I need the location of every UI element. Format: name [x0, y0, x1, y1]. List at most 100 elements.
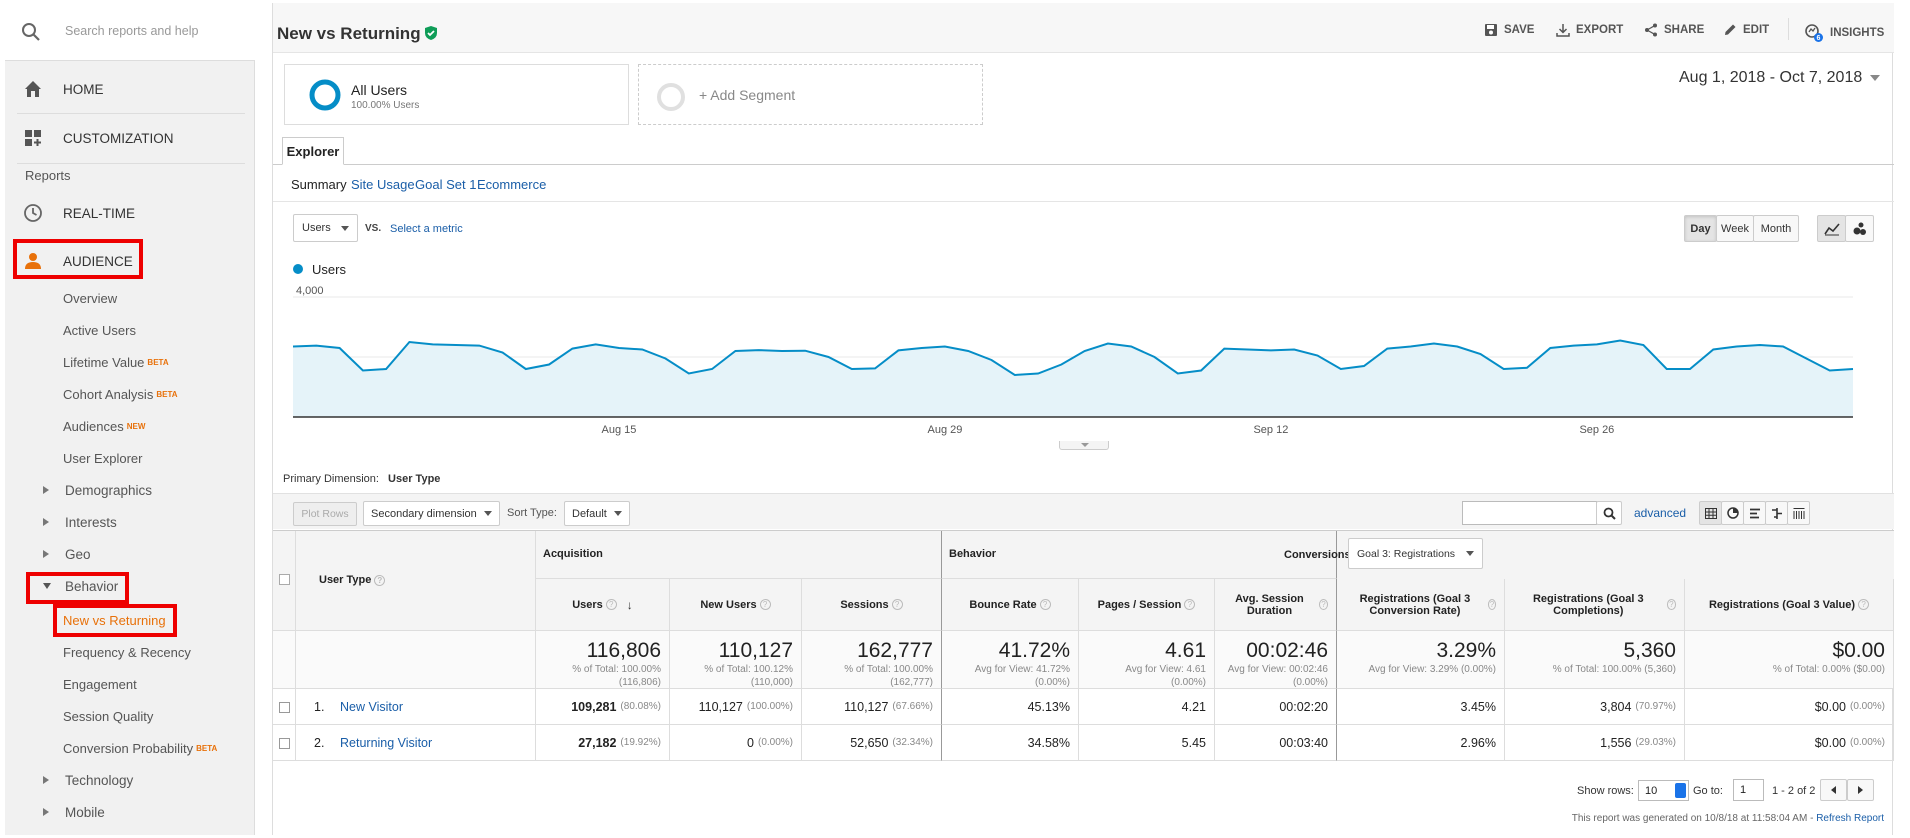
edit-button[interactable]: EDIT	[1724, 23, 1769, 36]
select-metric-link[interactable]: Select a metric	[390, 223, 463, 235]
nav-geo[interactable]: Geo	[43, 540, 91, 568]
dashboard-icon	[25, 130, 41, 146]
cell-value: $0.00	[1814, 699, 1846, 714]
goal-select[interactable]: Goal 3: Registrations	[1348, 538, 1483, 569]
nav-user-explorer[interactable]: User Explorer	[63, 444, 142, 472]
prev-page-button[interactable]	[1820, 779, 1847, 801]
help-icon[interactable]: ?	[1858, 599, 1870, 610]
row-user-type-link[interactable]: Returning Visitor	[340, 735, 433, 750]
nav-mobile[interactable]: Mobile	[43, 798, 105, 826]
help-icon[interactable]: ?	[891, 599, 903, 610]
totals-value: 4.61	[1165, 639, 1206, 662]
chart-resize-handle[interactable]	[1059, 441, 1109, 450]
view-pie-button[interactable]	[1721, 501, 1744, 525]
column-header[interactable]: Registrations (Goal 3 Completions)?	[1505, 579, 1685, 631]
series-line-users[interactable]	[292, 339, 1854, 377]
nav-overview[interactable]: Overview	[63, 284, 117, 312]
tab-explorer[interactable]: Explorer	[282, 137, 344, 165]
help-icon[interactable]: ?	[1487, 599, 1496, 610]
view-pivot-button[interactable]	[1787, 501, 1810, 525]
date-range-picker[interactable]: Aug 1, 2018 - Oct 7, 2018	[1679, 69, 1881, 87]
table-search-button[interactable]	[1596, 501, 1622, 525]
nav-session-quality[interactable]: Session Quality	[63, 702, 153, 730]
view-performance-button[interactable]	[1743, 501, 1766, 525]
column-header[interactable]: Users? ↓	[536, 579, 670, 631]
subtab-site-usage[interactable]: Site Usage	[351, 177, 415, 192]
secondary-dimension-select[interactable]: Secondary dimension	[363, 501, 500, 526]
sort-type-select[interactable]: Default	[564, 501, 630, 526]
row-user-type-link[interactable]: New Visitor	[340, 699, 403, 714]
nav-behavior-label: Behavior	[65, 578, 119, 594]
nav-home[interactable]: HOME	[5, 67, 255, 111]
column-header[interactable]: Registrations (Goal 3 Conversion Rate)?	[1337, 579, 1505, 631]
subtab-ecommerce[interactable]: Ecommerce	[477, 177, 547, 192]
line-chart-button[interactable]	[1817, 215, 1846, 242]
column-header[interactable]: Bounce Rate?	[942, 579, 1079, 631]
nav-realtime[interactable]: REAL-TIME	[5, 191, 255, 235]
help-icon[interactable]: ?	[374, 574, 386, 586]
refresh-report-link[interactable]: Refresh Report	[1816, 813, 1884, 824]
nav-demographics[interactable]: Demographics	[43, 476, 152, 504]
totals-cell: 162,777 % of Total: 100.00% (162,777)	[802, 631, 942, 689]
search-bar[interactable]: Search reports and help	[5, 3, 255, 61]
segment-all-users[interactable]: All Users 100.00% Users	[284, 64, 629, 125]
help-icon[interactable]: ?	[605, 599, 617, 610]
insights-button[interactable]: 6 INSIGHTS	[1804, 23, 1884, 43]
nav-technology[interactable]: Technology	[43, 766, 133, 794]
period-week-button[interactable]: Week	[1716, 215, 1754, 242]
help-icon[interactable]: ?	[1666, 599, 1676, 610]
nav-lifetime-value[interactable]: Lifetime Value BETA	[63, 348, 169, 376]
next-page-button[interactable]	[1847, 779, 1874, 801]
nav-new-vs-returning[interactable]: New vs Returning	[63, 606, 166, 634]
nav-cohort-analysis[interactable]: Cohort Analysis BETA	[63, 380, 178, 408]
cell-value: 1,556	[1600, 735, 1632, 750]
add-segment-button[interactable]: + Add Segment	[638, 64, 983, 125]
nav-audiences[interactable]: Audiences NEW	[63, 412, 145, 440]
metric-select[interactable]: Users	[293, 214, 358, 242]
period-day-button[interactable]: Day	[1684, 215, 1717, 242]
column-header[interactable]: New Users?	[670, 579, 802, 631]
show-rows-select[interactable]: 10	[1638, 780, 1689, 801]
view-comparison-button[interactable]	[1765, 501, 1788, 525]
row-checkbox[interactable]	[279, 702, 290, 713]
save-button[interactable]: SAVE	[1484, 23, 1534, 37]
column-header[interactable]: Registrations (Goal 3 Value)?	[1685, 579, 1894, 631]
nav-frequency-recency[interactable]: Frequency & Recency	[63, 638, 191, 666]
nav-engagement[interactable]: Engagement	[63, 670, 137, 698]
nav-customization[interactable]: CUSTOMIZATION	[5, 116, 255, 160]
nav-audience[interactable]: AUDIENCE	[5, 239, 255, 283]
nav-active-users[interactable]: Active Users	[63, 316, 136, 344]
period-month-button[interactable]: Month	[1753, 215, 1799, 242]
help-icon[interactable]: ?	[1318, 599, 1328, 610]
totals-cell: 110,127 % of Total: 100.12% (110,000)	[670, 631, 802, 689]
nav-interests[interactable]: Interests	[43, 508, 117, 536]
view-table-button[interactable]	[1699, 501, 1722, 525]
goto-input[interactable]: 1	[1733, 779, 1764, 801]
nav-behavior[interactable]: Behavior	[43, 572, 118, 600]
verified-shield-icon	[425, 26, 437, 40]
column-header[interactable]: Avg. Session Duration?	[1215, 579, 1337, 631]
subtab-summary[interactable]: Summary	[291, 177, 347, 192]
chevron-right-icon	[1858, 786, 1863, 794]
export-button[interactable]: EXPORT	[1556, 23, 1623, 37]
sort-desc-arrow-icon[interactable]: ↓	[626, 597, 633, 612]
nav-conversion-probability[interactable]: Conversion Probability BETA	[63, 734, 217, 762]
plot-rows-button[interactable]: Plot Rows	[293, 502, 357, 526]
row-checkbox[interactable]	[279, 738, 290, 749]
advanced-link[interactable]: advanced	[1634, 506, 1687, 520]
select-all-checkbox[interactable]	[279, 574, 290, 585]
column-header-label: Pages / Session	[1097, 598, 1182, 611]
help-icon[interactable]: ?	[1039, 599, 1051, 610]
column-header[interactable]: Sessions?	[802, 579, 942, 631]
table-search-input[interactable]	[1462, 501, 1597, 525]
share-button[interactable]: SHARE	[1644, 23, 1704, 37]
subtab-goal-set-1[interactable]: Goal Set 1	[415, 177, 477, 192]
column-header-user-type[interactable]: User Type?	[319, 574, 386, 586]
help-icon[interactable]: ?	[759, 599, 771, 610]
help-icon[interactable]: ?	[1184, 599, 1196, 610]
column-header[interactable]: Pages / Session?	[1079, 579, 1215, 631]
motion-chart-button[interactable]	[1845, 215, 1874, 242]
primary-dimension-value[interactable]: User Type	[388, 473, 441, 485]
totals-value: 5,360	[1623, 639, 1676, 662]
table-cell: 3,804 (70.97%)	[1505, 689, 1685, 725]
